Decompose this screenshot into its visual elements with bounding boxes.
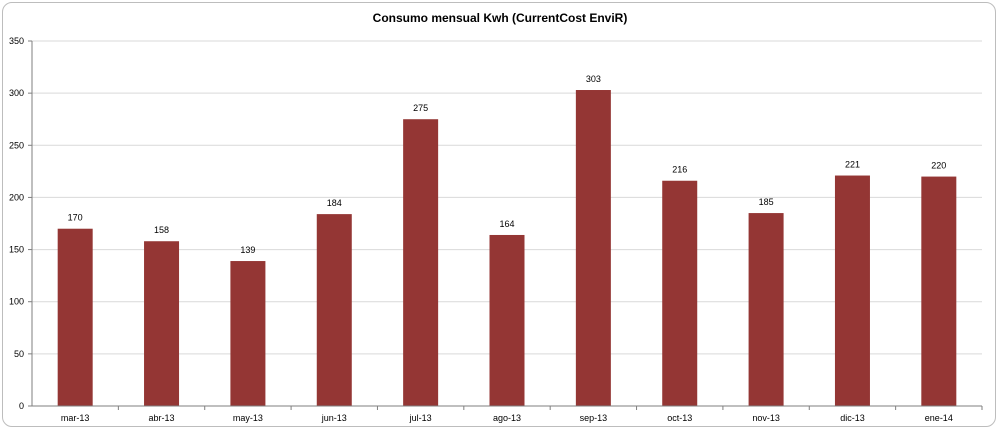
bar-nov-13 [748, 213, 784, 406]
y-tick-label: 100 [9, 297, 24, 307]
bar-ene-14 [921, 176, 957, 406]
y-tick-label: 300 [9, 88, 24, 98]
x-tick-label: ene-14 [925, 413, 953, 423]
data-label: 184 [327, 198, 342, 208]
x-tick-label: jul-13 [409, 413, 432, 423]
data-label: 164 [499, 219, 514, 229]
data-label: 158 [154, 225, 169, 235]
y-tick-label: 150 [9, 245, 24, 255]
data-label: 170 [68, 213, 83, 223]
y-tick-label: 200 [9, 192, 24, 202]
bar-oct-13 [662, 180, 698, 406]
bar-jun-13 [316, 214, 352, 406]
x-tick-label: abr-13 [149, 413, 175, 423]
gridlines [28, 40, 983, 410]
bar-mar-13 [57, 228, 93, 406]
bars [57, 90, 957, 406]
x-tick-label: oct-13 [667, 413, 692, 423]
bar-may-13 [230, 261, 266, 406]
data-label: 220 [931, 161, 946, 171]
y-tick-label: 250 [9, 140, 24, 150]
x-tick-label: ago-13 [493, 413, 521, 423]
y-tick-label: 350 [9, 36, 24, 46]
y-tick-label: 0 [19, 401, 24, 411]
chart-title: Consumo mensual Kwh (CurrentCost EnviR) [372, 11, 628, 25]
data-label: 139 [240, 245, 255, 255]
data-label: 185 [759, 197, 774, 207]
data-label: 303 [586, 74, 601, 84]
x-tick-label: may-13 [233, 413, 263, 423]
data-label: 216 [672, 165, 687, 175]
bar-dic-13 [834, 175, 870, 406]
x-tick-label: mar-13 [61, 413, 90, 423]
y-tick-label: 50 [14, 349, 24, 359]
bar-ago-13 [489, 234, 525, 406]
data-label: 221 [845, 160, 860, 170]
x-tick-label: dic-13 [840, 413, 865, 423]
data-label: 275 [413, 103, 428, 113]
labels: 0 50 100 150 200 250 300 350 170 mar-13 158 abr-13 1… [9, 36, 953, 423]
x-tick-label: nov-13 [752, 413, 780, 423]
bar-sep-13 [575, 90, 611, 406]
bar-jul-13 [403, 119, 439, 406]
bar-abr-13 [144, 241, 180, 406]
axes [31, 41, 982, 407]
x-tick-label: sep-13 [580, 413, 608, 423]
x-tick-label: jun-13 [321, 413, 347, 423]
